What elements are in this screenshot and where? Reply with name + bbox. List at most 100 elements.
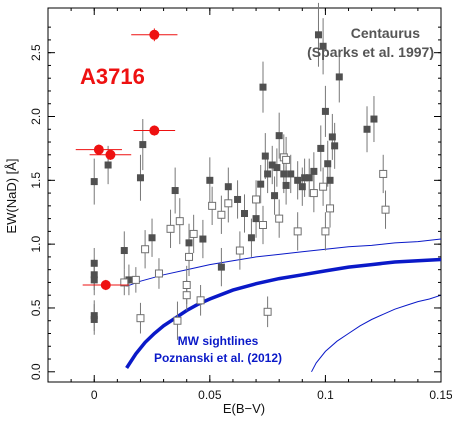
centaurus-open-point [189, 229, 198, 238]
centaurus-filled-point [321, 107, 329, 115]
x-tick-label: 0.05 [198, 388, 222, 402]
centaurus-filled-point [317, 144, 325, 152]
mw-label-line2: Poznanski et al. (2012) [154, 351, 282, 365]
centaurus-filled-point [264, 170, 272, 178]
centaurus-label-line1: Centaurus [351, 25, 420, 41]
centaurus-open-point [131, 275, 140, 284]
centaurus-open-point [173, 316, 182, 325]
centaurus-filled-point [136, 174, 144, 182]
centaurus-filled-point [257, 180, 265, 188]
a3716-label: A3716 [80, 64, 145, 89]
centaurus-filled-point [328, 133, 336, 141]
centaurus-filled-point [275, 132, 283, 140]
mw-label-line1: MW sightlines [178, 334, 259, 348]
centaurus-open-point [224, 199, 233, 208]
centaurus-open-point [275, 214, 284, 223]
y-tick-label: 2.0 [29, 108, 43, 125]
centaurus-open-point [182, 291, 191, 300]
y-tick-label: 0.0 [29, 363, 43, 380]
centaurus-filled-point [217, 263, 225, 271]
centaurus-filled-point [199, 235, 207, 243]
centaurus-open-point [321, 227, 330, 236]
centaurus-open-point [319, 182, 328, 191]
x-tick-label: 0.1 [317, 388, 334, 402]
a3716-point [93, 144, 104, 155]
centaurus-filled-point [282, 181, 290, 189]
x-axis-title: E(B−V) [223, 401, 265, 416]
centaurus-open-point [309, 189, 318, 198]
centaurus-filled-point [90, 276, 98, 284]
centaurus-filled-point [314, 31, 322, 39]
centaurus-filled-point [148, 234, 156, 242]
a3716-point [149, 125, 160, 136]
y-tick-label: 1.5 [29, 172, 43, 189]
centaurus-open-point [379, 169, 388, 178]
centaurus-filled-point [259, 83, 267, 91]
centaurus-filled-point [90, 259, 98, 267]
centaurus-filled-point [252, 215, 260, 223]
centaurus-open-point [258, 220, 267, 229]
centaurus-filled-point [90, 312, 98, 320]
centaurus-filled-point [280, 170, 288, 178]
y-tick-label: 1.0 [29, 235, 43, 252]
mw-upper-curve [126, 238, 442, 287]
centaurus-filled-point [125, 276, 133, 284]
centaurus-filled-point [90, 315, 98, 323]
y-axis-title: EW(NaD) [Å] [4, 158, 19, 233]
centaurus-open-point [154, 269, 163, 278]
centaurus-filled-point [331, 142, 339, 150]
centaurus-filled-point [171, 187, 179, 195]
centaurus-filled-point [326, 176, 334, 184]
a3716-point [100, 279, 111, 290]
centaurus-open-point [235, 246, 244, 255]
centaurus-filled-point [139, 141, 147, 149]
centaurus-open-point [282, 155, 291, 164]
centaurus-label-line2: (Sparks et al. 1997) [307, 44, 434, 60]
centaurus-filled-point [261, 152, 269, 160]
centaurus-filled-point [104, 161, 112, 169]
centaurus-open-point [141, 245, 150, 254]
centaurus-open-point [196, 296, 205, 305]
centaurus-filled-point [298, 183, 306, 191]
centaurus-filled-point [90, 271, 98, 279]
centaurus-open-point [166, 224, 175, 233]
centaurus-open-point [208, 201, 217, 210]
centaurus-filled-point [247, 234, 255, 242]
centaurus-filled-point [370, 115, 378, 123]
centaurus-open-point [185, 252, 194, 261]
mw-curves [125, 238, 442, 373]
centaurus-open-point [293, 227, 302, 236]
centaurus-open-point [175, 217, 184, 226]
centaurus-filled-point [234, 195, 242, 203]
centaurus-filled-point [319, 42, 327, 50]
x-tick-label: 0 [91, 388, 98, 402]
centaurus-filled-point [294, 176, 302, 184]
centaurus-filled-point [120, 247, 128, 255]
centaurus-filled-point [301, 174, 309, 182]
centaurus-filled-point [206, 176, 214, 184]
a3716-point [105, 149, 116, 160]
centaurus-filled-point [324, 160, 332, 168]
centaurus-filled-point [363, 125, 371, 133]
centaurus-filled-point [273, 164, 281, 172]
centaurus-filled-point [310, 167, 318, 175]
centaurus-open-point [120, 278, 129, 287]
centaurus-filled-point [90, 178, 98, 186]
centaurus-filled-point [305, 174, 313, 182]
centaurus-open-point [252, 195, 261, 204]
centaurus-filled-point [268, 161, 276, 169]
centaurus-filled-point [287, 170, 295, 178]
centaurus-filled-point [224, 183, 232, 191]
axes: 0 0.05 0.1 0.15 0.0 0.5 1.0 1.5 2.0 2.5 [29, 8, 452, 402]
centaurus-open-point [326, 204, 335, 213]
plot-frame [47, 7, 442, 383]
centaurus-filled-point [185, 239, 193, 247]
centaurus-filled-point [241, 210, 248, 218]
data-points [75, 28, 390, 325]
centaurus-open-point [136, 314, 145, 323]
x-tick-label: 0.15 [429, 388, 452, 402]
y-tick-label: 0.5 [29, 299, 43, 316]
mw-lower-curve [311, 294, 442, 373]
y-tick-label: 2.5 [29, 44, 43, 61]
